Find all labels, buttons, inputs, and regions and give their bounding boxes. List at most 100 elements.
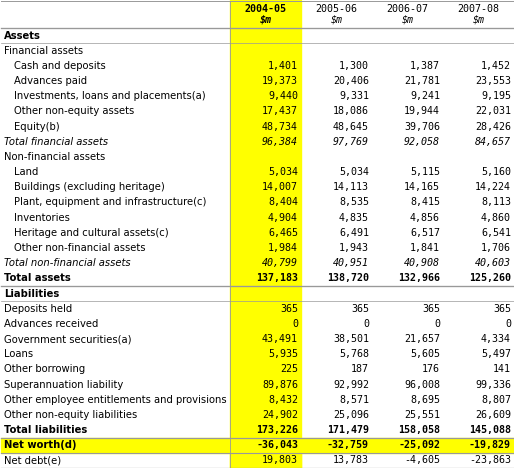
Text: 22,031: 22,031 bbox=[475, 106, 511, 117]
Text: Total assets: Total assets bbox=[4, 273, 71, 283]
Text: 138,720: 138,720 bbox=[327, 273, 369, 283]
Text: Heritage and cultural assets(c): Heritage and cultural assets(c) bbox=[14, 228, 169, 238]
Text: -36,043: -36,043 bbox=[256, 440, 298, 450]
Text: 26,609: 26,609 bbox=[475, 410, 511, 420]
Text: Deposits held: Deposits held bbox=[4, 304, 72, 314]
Text: 21,781: 21,781 bbox=[404, 76, 440, 86]
Text: $m: $m bbox=[331, 15, 342, 25]
Text: 5,160: 5,160 bbox=[481, 167, 511, 177]
Text: 39,706: 39,706 bbox=[404, 122, 440, 132]
Text: $m: $m bbox=[260, 15, 271, 25]
Text: -25,092: -25,092 bbox=[398, 440, 440, 450]
Text: 1,706: 1,706 bbox=[481, 243, 511, 253]
Text: 6,465: 6,465 bbox=[268, 228, 298, 238]
Text: 38,501: 38,501 bbox=[333, 334, 369, 344]
Text: Buildings (excluding heritage): Buildings (excluding heritage) bbox=[14, 183, 165, 192]
Text: 92,992: 92,992 bbox=[333, 380, 369, 389]
Text: 14,224: 14,224 bbox=[475, 183, 511, 192]
Text: 5,497: 5,497 bbox=[481, 349, 511, 359]
Text: Net debt(e): Net debt(e) bbox=[4, 455, 61, 465]
Text: 20,406: 20,406 bbox=[333, 76, 369, 86]
Text: 1,943: 1,943 bbox=[339, 243, 369, 253]
Text: 48,645: 48,645 bbox=[333, 122, 369, 132]
Text: 6,541: 6,541 bbox=[481, 228, 511, 238]
Text: 8,113: 8,113 bbox=[481, 197, 511, 207]
Text: 365: 365 bbox=[280, 304, 298, 314]
Text: $m: $m bbox=[472, 15, 485, 25]
Bar bbox=[230, 0, 301, 468]
Text: 187: 187 bbox=[351, 365, 369, 374]
Text: 14,007: 14,007 bbox=[262, 183, 298, 192]
Text: 2004-05: 2004-05 bbox=[245, 4, 286, 14]
Text: 19,944: 19,944 bbox=[404, 106, 440, 117]
Text: 2005-06: 2005-06 bbox=[316, 4, 358, 14]
Text: 145,088: 145,088 bbox=[469, 425, 511, 435]
Text: Other non-equity liabilities: Other non-equity liabilities bbox=[4, 410, 137, 420]
Text: 4,835: 4,835 bbox=[339, 212, 369, 223]
Text: 1,452: 1,452 bbox=[481, 61, 511, 71]
Text: Advances received: Advances received bbox=[4, 319, 98, 329]
Text: Non-financial assets: Non-financial assets bbox=[4, 152, 105, 162]
Text: 8,807: 8,807 bbox=[481, 395, 511, 405]
Text: 5,605: 5,605 bbox=[410, 349, 440, 359]
Text: 4,334: 4,334 bbox=[481, 334, 511, 344]
Text: 13,783: 13,783 bbox=[333, 455, 369, 465]
Text: 89,876: 89,876 bbox=[262, 380, 298, 389]
Text: Other employee entitlements and provisions: Other employee entitlements and provisio… bbox=[4, 395, 227, 405]
Text: 40,908: 40,908 bbox=[404, 258, 440, 268]
Text: 5,034: 5,034 bbox=[268, 167, 298, 177]
Text: 14,113: 14,113 bbox=[333, 183, 369, 192]
Text: 1,841: 1,841 bbox=[410, 243, 440, 253]
Text: 24,902: 24,902 bbox=[262, 410, 298, 420]
Text: $m: $m bbox=[401, 15, 413, 25]
Text: 48,734: 48,734 bbox=[262, 122, 298, 132]
Text: Investments, loans and placements(a): Investments, loans and placements(a) bbox=[14, 91, 206, 101]
Text: 225: 225 bbox=[280, 365, 298, 374]
Text: 6,517: 6,517 bbox=[410, 228, 440, 238]
Bar bbox=[1, 438, 514, 453]
Text: 19,803: 19,803 bbox=[262, 455, 298, 465]
Text: 4,904: 4,904 bbox=[268, 212, 298, 223]
Text: 14,165: 14,165 bbox=[404, 183, 440, 192]
Text: Financial assets: Financial assets bbox=[4, 46, 83, 56]
Text: 96,384: 96,384 bbox=[262, 137, 298, 147]
Text: 4,856: 4,856 bbox=[410, 212, 440, 223]
Text: 5,768: 5,768 bbox=[339, 349, 369, 359]
Text: Cash and deposits: Cash and deposits bbox=[14, 61, 106, 71]
Text: 21,657: 21,657 bbox=[404, 334, 440, 344]
Text: 137,183: 137,183 bbox=[256, 273, 298, 283]
Text: 9,440: 9,440 bbox=[268, 91, 298, 101]
Text: Loans: Loans bbox=[4, 349, 33, 359]
Text: Net worth(d): Net worth(d) bbox=[4, 440, 77, 450]
Text: 365: 365 bbox=[493, 304, 511, 314]
Text: Other non-equity assets: Other non-equity assets bbox=[14, 106, 134, 117]
Text: -4,605: -4,605 bbox=[404, 455, 440, 465]
Text: 2006-07: 2006-07 bbox=[387, 4, 429, 14]
Text: -19,829: -19,829 bbox=[469, 440, 511, 450]
Text: Total financial assets: Total financial assets bbox=[4, 137, 108, 147]
Text: Inventories: Inventories bbox=[14, 212, 70, 223]
Text: -32,759: -32,759 bbox=[327, 440, 369, 450]
Text: 18,086: 18,086 bbox=[333, 106, 369, 117]
Text: 176: 176 bbox=[422, 365, 440, 374]
Text: Advances paid: Advances paid bbox=[14, 76, 87, 86]
Text: 158,058: 158,058 bbox=[398, 425, 440, 435]
Text: Total non-financial assets: Total non-financial assets bbox=[4, 258, 131, 268]
Text: Land: Land bbox=[14, 167, 39, 177]
Text: 365: 365 bbox=[351, 304, 369, 314]
Text: 40,951: 40,951 bbox=[333, 258, 369, 268]
Text: Total liabilities: Total liabilities bbox=[4, 425, 87, 435]
Text: 5,115: 5,115 bbox=[410, 167, 440, 177]
Text: 84,657: 84,657 bbox=[475, 137, 511, 147]
Text: -23,863: -23,863 bbox=[469, 455, 511, 465]
Text: 141: 141 bbox=[493, 365, 511, 374]
Text: 125,260: 125,260 bbox=[469, 273, 511, 283]
Text: 25,551: 25,551 bbox=[404, 410, 440, 420]
Text: 132,966: 132,966 bbox=[398, 273, 440, 283]
Text: Plant, equipment and infrastructure(c): Plant, equipment and infrastructure(c) bbox=[14, 197, 207, 207]
Text: 92,058: 92,058 bbox=[404, 137, 440, 147]
Text: 1,984: 1,984 bbox=[268, 243, 298, 253]
Text: 365: 365 bbox=[422, 304, 440, 314]
Bar bbox=[230, 453, 301, 468]
Text: 1,387: 1,387 bbox=[410, 61, 440, 71]
